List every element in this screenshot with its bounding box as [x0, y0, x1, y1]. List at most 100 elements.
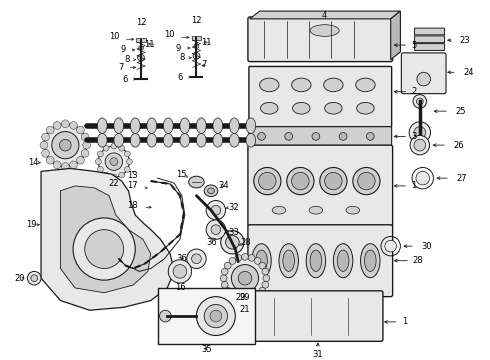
Text: 31: 31 [313, 350, 323, 359]
FancyBboxPatch shape [415, 28, 444, 35]
Text: 8: 8 [124, 55, 129, 64]
Polygon shape [391, 11, 400, 60]
Circle shape [221, 282, 228, 288]
Circle shape [73, 218, 135, 280]
Circle shape [110, 158, 118, 166]
Ellipse shape [147, 134, 157, 147]
Text: 13: 13 [127, 171, 138, 180]
Text: 25: 25 [456, 107, 466, 116]
Circle shape [353, 167, 380, 195]
Text: 28: 28 [240, 238, 251, 247]
Text: 19: 19 [25, 220, 36, 229]
FancyBboxPatch shape [248, 17, 392, 62]
Text: 11: 11 [201, 38, 212, 47]
Circle shape [339, 132, 347, 140]
Ellipse shape [246, 134, 256, 147]
Circle shape [98, 146, 129, 177]
Circle shape [220, 275, 227, 282]
Circle shape [225, 235, 239, 249]
Circle shape [42, 133, 49, 141]
Circle shape [248, 255, 255, 261]
Ellipse shape [204, 185, 218, 197]
Text: 32: 32 [228, 203, 239, 212]
Ellipse shape [98, 134, 107, 147]
Circle shape [138, 54, 145, 61]
Ellipse shape [260, 78, 279, 92]
Circle shape [414, 127, 426, 138]
Text: 28: 28 [413, 256, 423, 265]
Ellipse shape [346, 206, 360, 214]
Text: 1: 1 [412, 181, 416, 190]
Circle shape [76, 156, 84, 164]
Circle shape [53, 161, 61, 169]
Text: 12: 12 [136, 18, 147, 27]
Circle shape [285, 132, 293, 140]
Circle shape [254, 167, 281, 195]
Text: 36: 36 [206, 238, 217, 247]
Ellipse shape [164, 134, 173, 147]
Text: 12: 12 [191, 16, 202, 25]
Circle shape [367, 132, 374, 140]
Circle shape [204, 305, 227, 328]
Ellipse shape [196, 118, 206, 134]
Ellipse shape [114, 134, 123, 147]
Ellipse shape [213, 134, 222, 147]
Circle shape [409, 122, 431, 143]
Circle shape [263, 275, 270, 282]
Text: 20: 20 [14, 274, 24, 283]
Circle shape [103, 145, 109, 151]
Circle shape [42, 149, 49, 157]
Ellipse shape [130, 118, 140, 134]
Ellipse shape [337, 250, 349, 271]
Circle shape [221, 268, 228, 275]
Circle shape [81, 149, 89, 157]
Circle shape [259, 287, 266, 294]
Circle shape [98, 151, 103, 157]
Circle shape [211, 225, 220, 234]
Circle shape [61, 163, 69, 170]
Text: 5: 5 [412, 41, 416, 50]
Ellipse shape [164, 118, 173, 134]
Text: 33: 33 [228, 228, 239, 237]
Ellipse shape [208, 188, 215, 194]
Circle shape [27, 271, 41, 285]
Circle shape [235, 295, 242, 302]
Circle shape [223, 257, 267, 300]
Circle shape [111, 174, 117, 180]
FancyBboxPatch shape [248, 225, 392, 297]
FancyBboxPatch shape [401, 53, 446, 94]
Circle shape [229, 292, 236, 299]
Ellipse shape [310, 25, 339, 36]
Ellipse shape [130, 134, 140, 147]
Circle shape [413, 95, 427, 108]
Ellipse shape [357, 102, 374, 114]
Ellipse shape [196, 134, 206, 147]
Text: 9: 9 [120, 45, 125, 54]
Circle shape [248, 295, 255, 302]
Text: 9: 9 [175, 44, 181, 53]
Circle shape [254, 292, 261, 299]
Text: 23: 23 [460, 36, 470, 45]
Ellipse shape [229, 118, 239, 134]
Text: 10: 10 [109, 32, 120, 41]
Circle shape [119, 172, 124, 178]
Ellipse shape [256, 250, 268, 271]
Text: 35: 35 [201, 345, 212, 354]
Circle shape [53, 122, 61, 129]
Circle shape [173, 265, 187, 278]
Text: 24: 24 [464, 68, 474, 77]
Circle shape [416, 171, 430, 185]
FancyBboxPatch shape [248, 145, 392, 227]
Circle shape [83, 141, 91, 149]
FancyBboxPatch shape [249, 67, 392, 127]
Circle shape [287, 167, 314, 195]
Ellipse shape [324, 78, 343, 92]
Text: 15: 15 [176, 170, 187, 179]
Circle shape [85, 230, 123, 269]
Circle shape [238, 271, 252, 285]
Ellipse shape [189, 176, 204, 188]
Text: 34: 34 [219, 181, 229, 190]
Ellipse shape [310, 250, 322, 271]
Ellipse shape [114, 118, 123, 134]
Circle shape [262, 268, 269, 275]
